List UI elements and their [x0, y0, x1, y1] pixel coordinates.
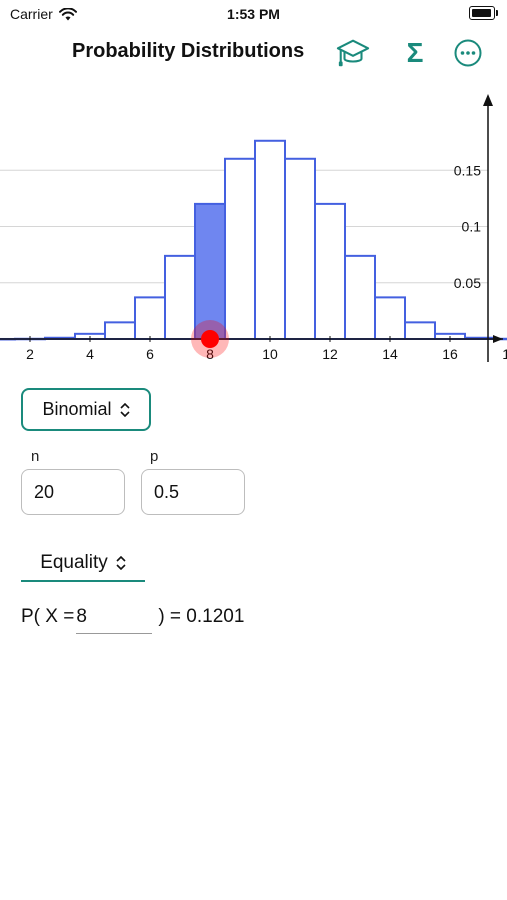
bar[interactable]: [344, 254, 376, 340]
y-tick-label: 0.1: [462, 219, 482, 235]
bar[interactable]: [164, 254, 196, 340]
x-tick-label: 6: [146, 346, 154, 362]
bar[interactable]: [194, 202, 226, 340]
bar[interactable]: [284, 157, 316, 341]
bar[interactable]: [404, 321, 436, 341]
distribution-label: Binomial: [42, 399, 112, 419]
bar[interactable]: [224, 157, 256, 341]
x-tick-label: 14: [382, 346, 398, 362]
param-n-input[interactable]: 20: [21, 469, 125, 515]
y-tick-label: 0.15: [454, 162, 481, 178]
param-n-label: n: [31, 448, 40, 465]
mode-label: Equality: [40, 552, 108, 573]
distribution-chart[interactable]: 0.05 0.1 0.15 2 4 6 8 10 12 14 16 18: [0, 90, 507, 365]
x-value-input[interactable]: 8: [76, 606, 153, 634]
carrier-label: Carrier: [10, 6, 53, 22]
x-tick-label: 4: [86, 346, 94, 362]
status-right: [469, 6, 498, 20]
x-tick-label: 2: [26, 346, 34, 362]
x-tick-label: 8: [206, 346, 214, 362]
x-tick-label: 12: [322, 346, 338, 362]
selection-marker[interactable]: [201, 330, 219, 348]
bar[interactable]: [104, 321, 136, 341]
wifi-icon: [58, 7, 77, 20]
x-tick-label: 18: [502, 346, 507, 362]
y-tick-label: 0.05: [454, 275, 481, 291]
probability-row: P( X = 8 ) = 0.1201: [21, 606, 244, 634]
bar[interactable]: [314, 202, 346, 340]
sigma-icon[interactable]: Σ: [406, 37, 424, 68]
more-icon[interactable]: [451, 36, 485, 70]
mode-select[interactable]: Equality: [21, 546, 145, 582]
x-tick-label: 16: [442, 346, 458, 362]
bar[interactable]: [254, 139, 286, 341]
graduation-cap-icon[interactable]: [336, 36, 370, 70]
param-p-label: p: [150, 448, 159, 465]
status-bar: Carrier 1:53 PM: [0, 0, 507, 28]
battery-icon: [469, 6, 498, 20]
distribution-select[interactable]: Binomial: [21, 388, 151, 431]
navigation-bar: Probability Distributions Σ: [0, 28, 507, 78]
page-title: Probability Distributions: [72, 40, 305, 62]
y-axis-arrow-icon: [483, 94, 493, 106]
status-time: 1:53 PM: [227, 6, 280, 22]
x-tick-label: 10: [262, 346, 278, 362]
chevron-up-down-icon: [119, 402, 130, 417]
param-p-input[interactable]: 0.5: [141, 469, 245, 515]
status-left: Carrier: [10, 6, 77, 22]
prob-result: ) = 0.1201: [158, 606, 245, 627]
bar[interactable]: [374, 296, 406, 340]
prob-prefix: P( X =: [21, 606, 75, 627]
bar[interactable]: [134, 296, 166, 340]
x-axis-arrow-icon: [493, 335, 503, 343]
chevron-up-down-icon: [116, 556, 126, 570]
